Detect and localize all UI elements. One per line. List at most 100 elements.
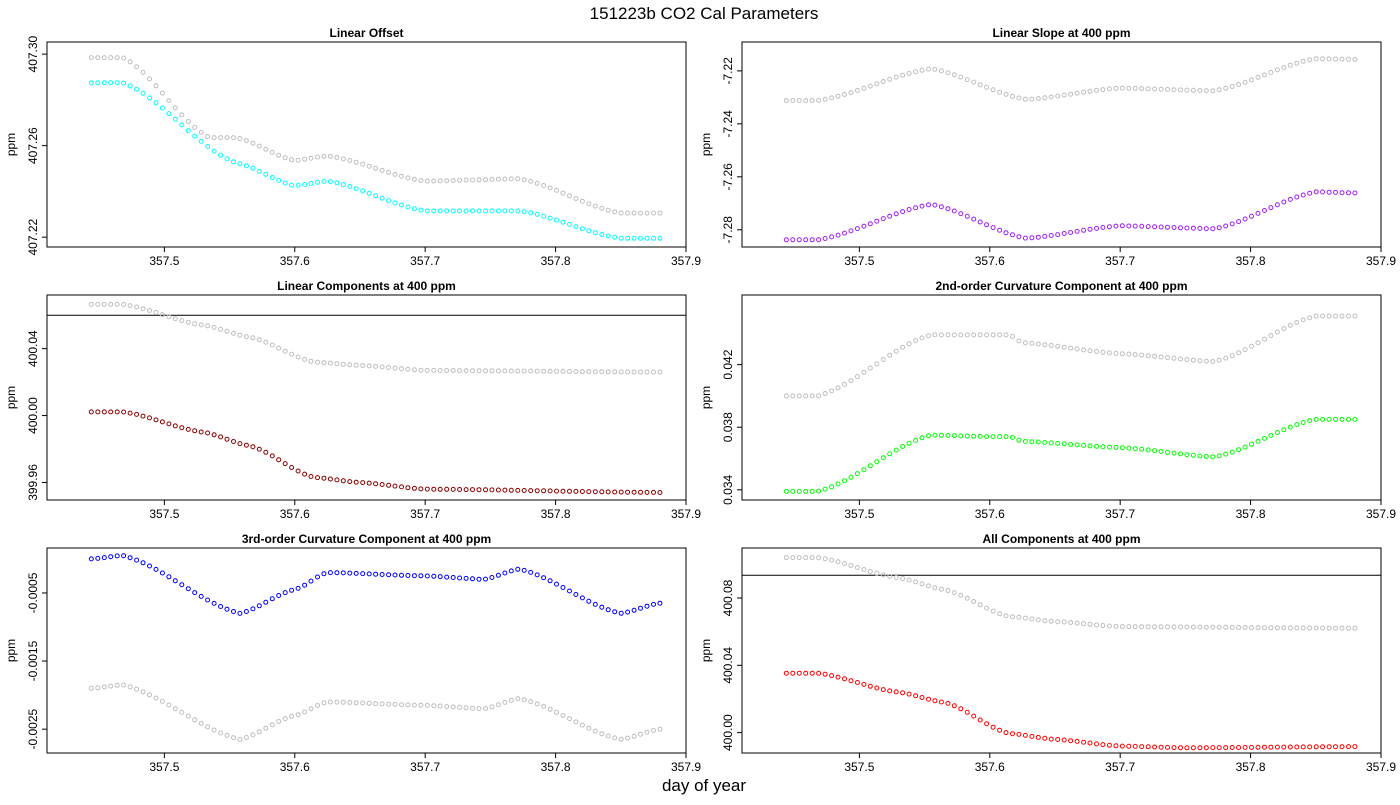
data-point: [418, 178, 424, 183]
data-point: [114, 55, 120, 61]
data-point: [1255, 625, 1261, 631]
data-point: [308, 180, 314, 186]
data-point: [327, 179, 333, 185]
data-point: [1029, 235, 1035, 241]
data-point: [554, 581, 559, 587]
data-point: [854, 471, 860, 477]
data-point: [1236, 350, 1242, 356]
data-point: [528, 699, 534, 705]
data-point: [644, 603, 650, 609]
data-point: [1087, 443, 1093, 449]
data-point: [1094, 87, 1099, 93]
data-point: [906, 70, 912, 76]
data-point: [134, 411, 140, 417]
data-point: [541, 183, 547, 188]
data-point: [289, 351, 295, 357]
data-point: [790, 670, 796, 676]
data-point: [392, 171, 398, 177]
data-point: [592, 489, 598, 495]
data-point: [1106, 444, 1112, 450]
data-point: [554, 368, 559, 374]
data-point: [880, 79, 886, 84]
data-point: [644, 729, 650, 735]
data-point: [900, 344, 906, 350]
data-point: [192, 133, 198, 139]
data-point: [932, 202, 938, 208]
data-point: [250, 606, 256, 612]
data-point: [1346, 56, 1351, 62]
data-point: [153, 310, 159, 315]
data-point: [450, 368, 456, 373]
data-point: [489, 208, 495, 214]
data-point: [205, 724, 211, 730]
data-point: [1029, 340, 1035, 346]
data-point: [554, 488, 559, 494]
data-point: [269, 175, 275, 180]
data-point: [1287, 196, 1293, 202]
data-point: [450, 575, 456, 580]
data-point: [366, 480, 372, 486]
data-point: [386, 169, 392, 175]
data-point: [958, 433, 964, 439]
data-point: [470, 208, 475, 214]
data-point: [489, 368, 495, 374]
data-point: [295, 585, 301, 591]
data-point: [1113, 623, 1119, 629]
data-point: [1113, 223, 1119, 229]
data-point: [1203, 745, 1209, 751]
data-point: [153, 566, 159, 572]
data-point: [444, 486, 450, 492]
data-point: [1210, 88, 1216, 94]
data-point: [424, 573, 430, 579]
data-point: [1274, 67, 1280, 73]
data-point: [1132, 85, 1138, 91]
data-point: [256, 446, 262, 452]
data-point: [179, 709, 185, 715]
data-point: [1190, 745, 1196, 751]
data-point: [1055, 619, 1061, 625]
data-point: [308, 155, 314, 161]
data-point: [1003, 91, 1009, 97]
plot-frame: [741, 547, 1382, 754]
data-point: [1139, 86, 1145, 92]
data-point: [1139, 352, 1145, 358]
data-point: [159, 312, 165, 318]
data-point: [783, 488, 789, 494]
panel-title: 2nd-order Curvature Component at 400 ppm: [935, 279, 1187, 293]
data-point: [1255, 744, 1261, 750]
data-point: [515, 368, 521, 374]
x-tick-label: 357.9: [1366, 507, 1396, 521]
data-point: [816, 555, 822, 561]
data-point: [938, 332, 944, 338]
data-point: [1203, 88, 1209, 94]
data-point: [353, 362, 359, 368]
data-point: [1203, 358, 1209, 364]
x-tick-label: 357.8: [541, 507, 571, 521]
data-point: [88, 301, 94, 307]
data-point: [835, 232, 841, 238]
data-point: [612, 489, 618, 495]
data-point: [1197, 358, 1203, 364]
data-point: [783, 393, 789, 399]
data-point: [926, 202, 931, 208]
data-point: [1171, 355, 1177, 361]
data-point: [127, 83, 133, 89]
data-point: [913, 205, 919, 211]
data-point: [360, 363, 366, 368]
data-point: [829, 234, 835, 240]
data-point: [528, 569, 534, 575]
data-point: [373, 165, 379, 171]
data-point: [1236, 625, 1242, 630]
data-point: [373, 701, 379, 707]
data-point: [1320, 313, 1326, 319]
data-point: [1287, 424, 1293, 430]
data-point: [984, 605, 990, 611]
data-point: [1313, 625, 1319, 631]
data-point: [1210, 745, 1216, 751]
data-point: [592, 230, 598, 236]
data-point: [1242, 444, 1248, 450]
data-point: [470, 177, 475, 183]
data-point: [605, 607, 611, 613]
data-point: [657, 210, 663, 216]
data-point: [95, 685, 101, 691]
